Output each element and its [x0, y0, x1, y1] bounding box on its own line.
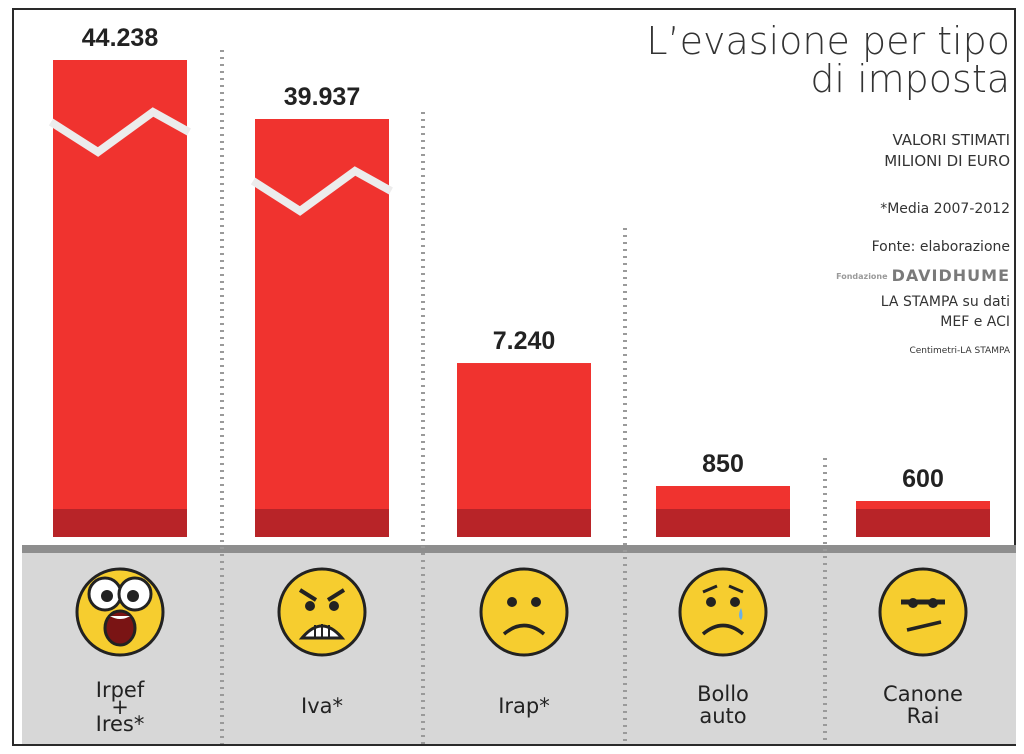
- value-label: 7.240: [493, 327, 556, 355]
- category-label: Irpef: [96, 678, 145, 702]
- source-line-1: Fonte: elaborazione: [871, 239, 1010, 255]
- angry-face-icon: [277, 567, 367, 657]
- category-label: Canone: [883, 682, 963, 706]
- shocked-face-icon: [75, 567, 165, 657]
- chart-title: L’evasione per tipo di imposta: [646, 19, 1010, 101]
- units-note: VALORI STIMATI MILIONI DI EURO: [884, 131, 1010, 170]
- bar-base: [53, 509, 187, 537]
- bar-base: [457, 509, 591, 537]
- category-label: auto: [699, 704, 746, 728]
- credit: Centimetri-LA STAMPA: [909, 346, 1010, 356]
- baseline: [22, 545, 1016, 553]
- category-label: Irap*: [498, 694, 550, 718]
- average-note: *Media 2007-2012: [880, 201, 1010, 217]
- bar: [457, 363, 591, 537]
- source-line-2: LA STAMPA su dati MEF e ACI: [880, 294, 1010, 330]
- category-label: Bollo: [697, 682, 749, 706]
- value-label: 600: [902, 465, 944, 493]
- category-label: Ires*: [96, 712, 145, 736]
- bar-base: [856, 509, 990, 537]
- sad-face-icon: [479, 567, 569, 657]
- unamused-face-icon: [878, 567, 968, 657]
- david-hume-logo: Fondazione DAVIDHUME: [836, 266, 1010, 285]
- bar-base: [255, 509, 389, 537]
- category-label: Iva*: [301, 694, 343, 718]
- axis-break-mark: [48, 107, 191, 157]
- value-label: 39.937: [284, 83, 360, 111]
- bar: [255, 119, 389, 537]
- category-label: +: [111, 695, 129, 719]
- category-label: Rai: [907, 704, 940, 728]
- value-label: 850: [702, 450, 744, 478]
- worried-face-icon: [678, 567, 768, 657]
- bar-base: [656, 509, 790, 537]
- value-label: 44.238: [82, 24, 159, 52]
- axis-break-mark: [250, 166, 393, 216]
